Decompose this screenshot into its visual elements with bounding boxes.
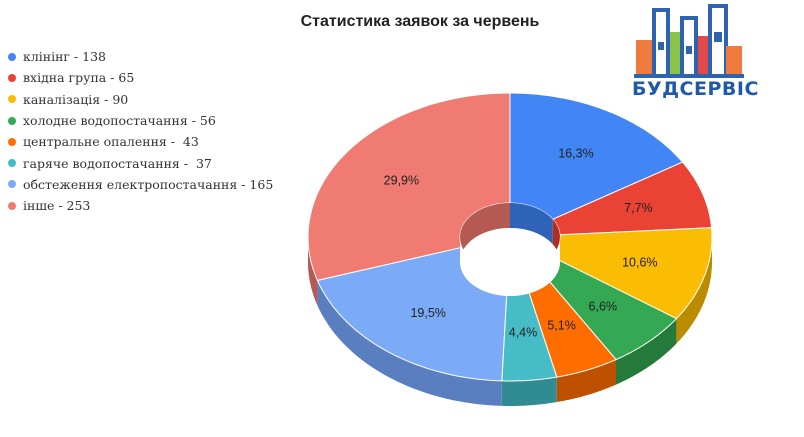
legend-swatch: [8, 180, 16, 189]
hole-opening: [460, 237, 560, 296]
legend-swatch: [8, 201, 16, 210]
legend-label: гаряче водопостачання - 37: [23, 155, 212, 171]
legend-item: вхідна група - 65: [8, 67, 273, 88]
budservis-logo-icon: [634, 4, 744, 78]
legend-item: обстеження електропостачання - 165: [8, 174, 273, 195]
legend-swatch: [8, 116, 16, 125]
legend-label: клінінг - 138: [23, 49, 106, 65]
chart-title: Статистика заявок за червень: [300, 13, 540, 30]
legend-label: вхідна група - 65: [23, 70, 135, 86]
logo-text: БУДСЕРВІС: [632, 78, 759, 100]
legend-item: гаряче водопостачання - 37: [8, 152, 273, 173]
legend-swatch: [8, 73, 16, 82]
slice-percent-label: 4,4%: [509, 325, 538, 339]
legend-label: центральне опалення - 43: [23, 134, 199, 150]
slice-side: [308, 237, 318, 306]
slice-side: [676, 237, 712, 344]
legend-label: обстеження електропостачання - 165: [23, 176, 274, 192]
slice-side: [616, 318, 677, 385]
hole-wall: [510, 203, 553, 245]
legend-item: каналізація - 90: [8, 89, 273, 110]
slice-percent-label: 7,7%: [624, 201, 653, 215]
hole-wall: [460, 203, 510, 262]
legend-item: центральне опалення - 43: [8, 131, 273, 152]
legend-item: клінінг - 138: [8, 46, 273, 67]
slice-percent-label: 29,9%: [384, 173, 419, 187]
legend-swatch: [8, 137, 16, 146]
slice-percent-label: 10,6%: [622, 256, 657, 270]
slice-percent-label: 16,3%: [558, 146, 593, 160]
legend-swatch: [8, 95, 16, 104]
legend-item: холодне водопостачання - 56: [8, 110, 273, 131]
slice-side: [556, 359, 616, 403]
legend-label: інше - 253: [23, 198, 91, 214]
legend-item: інше - 253: [8, 195, 273, 216]
pie-slice: [551, 161, 713, 236]
slice-side: [317, 280, 502, 406]
legend-swatch: [8, 159, 16, 168]
legend-label: холодне водопостачання - 56: [23, 113, 216, 129]
chart-legend: клінінг - 138 вхідна група - 65 каналізаці…: [8, 46, 273, 216]
legend-swatch: [8, 52, 16, 61]
slice-percent-label: 6,6%: [589, 299, 618, 313]
slice-side: [501, 377, 557, 406]
slice-percent-label: 5,1%: [547, 319, 576, 333]
slice-percent-label: 19,5%: [410, 306, 445, 320]
legend-label: каналізація - 90: [23, 91, 129, 107]
